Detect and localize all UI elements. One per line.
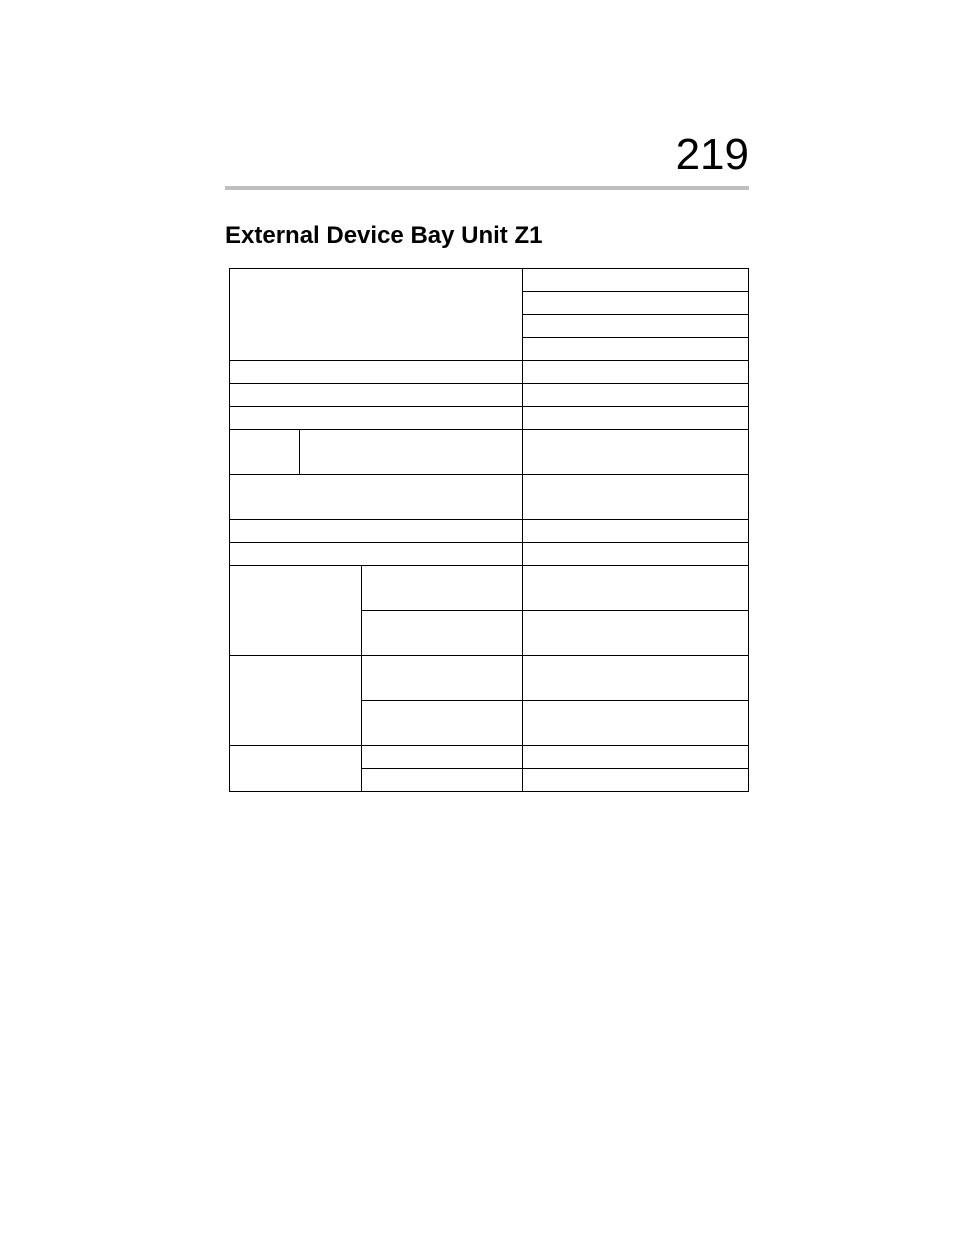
table-cell — [230, 407, 523, 430]
table-cell — [299, 430, 523, 475]
table-cell — [361, 611, 523, 656]
table-cell — [523, 769, 749, 792]
table-cell — [361, 769, 523, 792]
table-cell — [523, 269, 749, 292]
table-cell — [361, 746, 523, 769]
page-number: 219 — [225, 130, 749, 180]
table-cell — [361, 566, 523, 611]
table-cell — [523, 656, 749, 701]
table-cell — [523, 520, 749, 543]
table-cell — [523, 611, 749, 656]
table-cell — [523, 407, 749, 430]
table-cell — [523, 701, 749, 746]
table-cell — [523, 315, 749, 338]
page: 219 External Device Bay Unit Z1 — [0, 0, 954, 792]
table-cell — [230, 430, 300, 475]
table-cell — [230, 656, 362, 746]
table-cell — [361, 656, 523, 701]
table-cell — [361, 701, 523, 746]
table-cell — [523, 361, 749, 384]
table-cell — [230, 269, 523, 361]
header-rule — [225, 186, 749, 190]
table-cell — [523, 543, 749, 566]
table-cell — [523, 746, 749, 769]
table-cell — [523, 292, 749, 315]
table-cell — [230, 384, 523, 407]
table-cell — [523, 566, 749, 611]
spec-table — [229, 268, 749, 792]
table-cell — [230, 566, 362, 656]
table-cell — [230, 543, 523, 566]
table-cell — [523, 384, 749, 407]
table-cell — [523, 338, 749, 361]
table-cell — [230, 475, 523, 520]
table-cell — [230, 520, 523, 543]
table-cell — [230, 361, 523, 384]
table-cell — [523, 475, 749, 520]
page-title: External Device Bay Unit Z1 — [225, 222, 749, 250]
table-cell — [523, 430, 749, 475]
table-cell — [230, 746, 362, 792]
